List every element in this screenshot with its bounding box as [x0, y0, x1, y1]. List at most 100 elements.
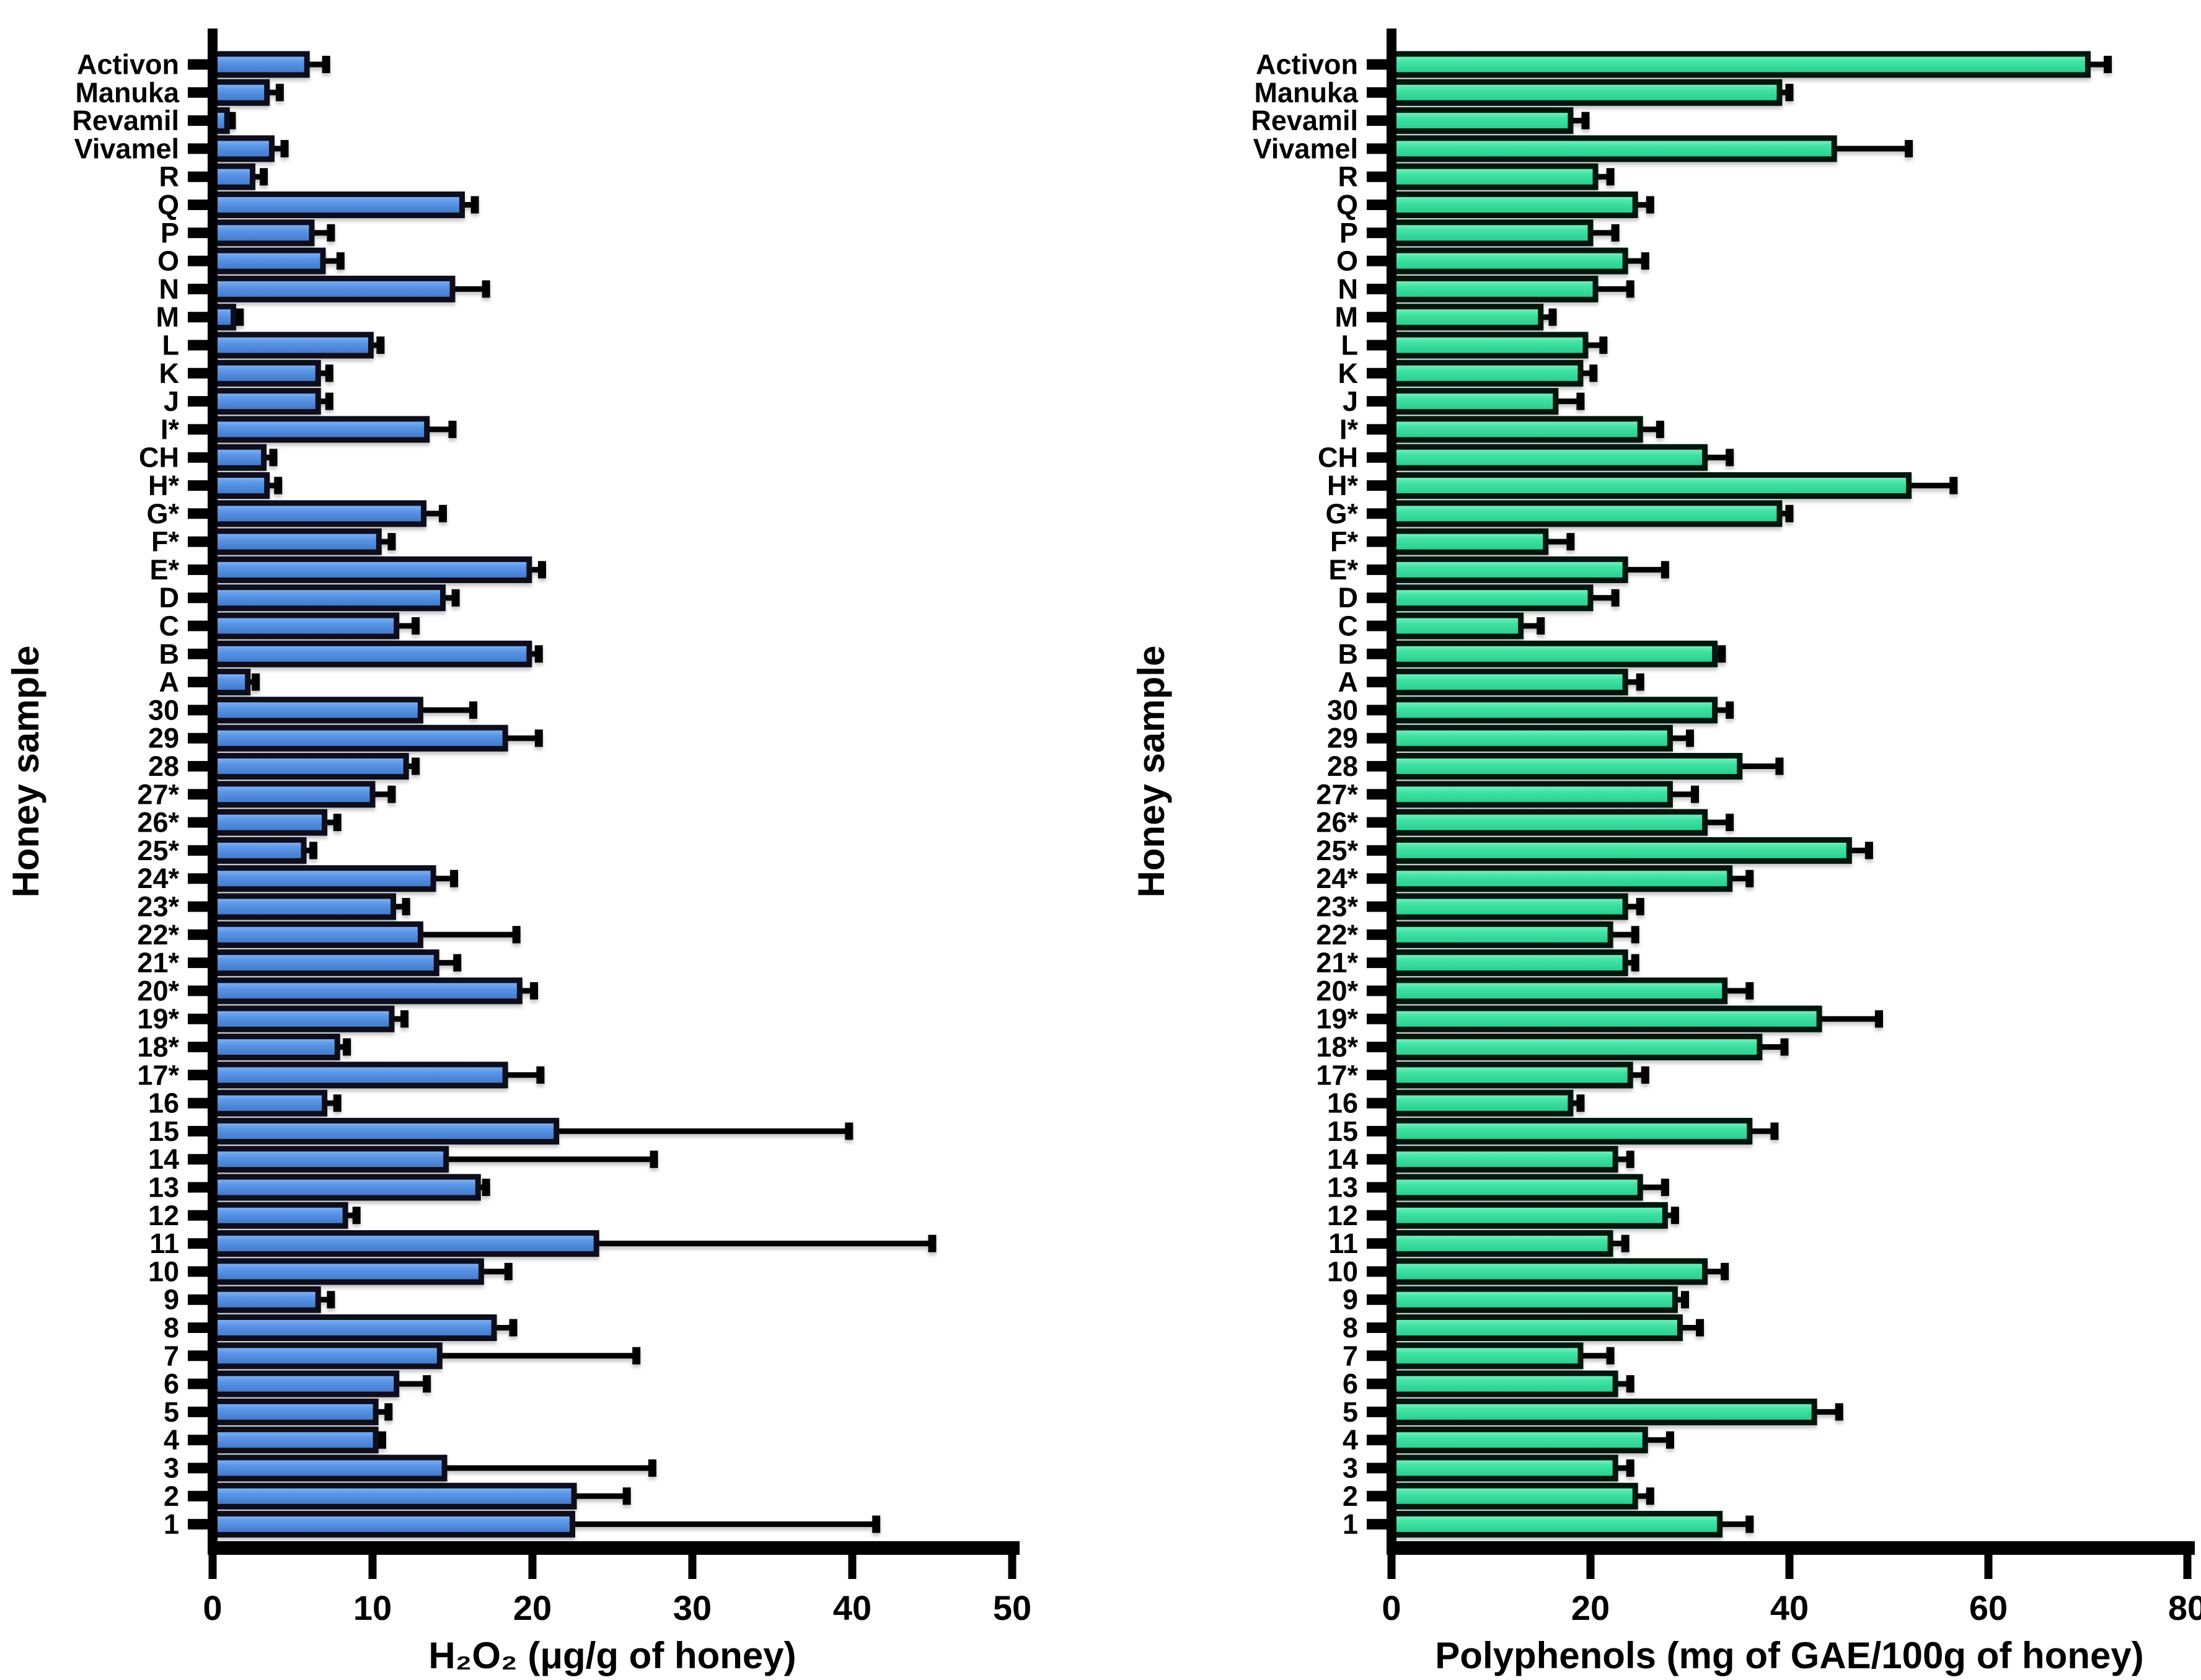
bar: [1388, 1117, 1753, 1145]
category-label: 27*: [1316, 778, 1358, 810]
category-label: 27*: [137, 778, 179, 810]
category-label: Vivamel: [74, 133, 179, 164]
bar: [1388, 359, 1584, 387]
category-label: N: [159, 273, 180, 305]
category-label: 5: [164, 1396, 179, 1428]
category-label: 29: [1327, 723, 1358, 754]
category-label: 24*: [1316, 863, 1358, 894]
bar: [1388, 135, 1837, 162]
bar: [1388, 1202, 1668, 1229]
category-label: 10: [148, 1256, 179, 1287]
category-label: 14: [1327, 1143, 1358, 1175]
bar: [210, 753, 409, 780]
category-axis: ActivonManukaRevamilVivamelRQPONMLKJI*CH…: [1251, 49, 1388, 1540]
x-axis-title: Polyphenols (mg of GAE/100g of honey): [1435, 1635, 2143, 1676]
category-label: I*: [161, 413, 180, 445]
bar: [210, 1005, 395, 1032]
category-label: 1: [164, 1508, 179, 1540]
category-label: P: [161, 217, 179, 248]
x-tick-label: 80: [2168, 1588, 2201, 1627]
bar: [1388, 921, 1613, 948]
category-label: 28: [148, 750, 179, 782]
bar: [1388, 640, 1718, 667]
bar: [210, 1089, 328, 1117]
x-axis-ticks: 0 10 20 30 40 50: [203, 1555, 1031, 1627]
bar: [210, 332, 374, 359]
bar: [1388, 163, 1599, 190]
bar: [210, 219, 315, 247]
bar: [210, 1511, 575, 1538]
bar: [1388, 1286, 1678, 1313]
category-label: 4: [1343, 1424, 1358, 1456]
category-label: 30: [1327, 694, 1358, 726]
bar: [210, 163, 255, 190]
category-label: 2: [164, 1480, 179, 1512]
bar: [1388, 1398, 1817, 1425]
x-tick-label: 20: [513, 1588, 552, 1627]
bar: [1388, 1146, 1618, 1173]
x-tick-label: 60: [1969, 1588, 2008, 1627]
bar: [1388, 1089, 1574, 1117]
category-label: K: [1338, 358, 1359, 389]
category-label: 23*: [137, 891, 179, 923]
category-label: 12: [1327, 1200, 1358, 1231]
x-tick-label: 40: [833, 1588, 871, 1627]
category-label: 10: [1327, 1256, 1358, 1287]
category-label: A: [1338, 666, 1359, 698]
bar: [1388, 1370, 1618, 1397]
bar: [1388, 51, 2091, 78]
category-label: 14: [148, 1143, 179, 1175]
category-label: 19*: [137, 1003, 179, 1035]
category-label: 17*: [1316, 1059, 1358, 1091]
bar: [210, 781, 376, 808]
bar: [1388, 388, 1559, 415]
category-label: 13: [148, 1172, 179, 1203]
bar: [1388, 1174, 1643, 1201]
category-label: E*: [149, 554, 179, 586]
category-label: 13: [1327, 1172, 1358, 1203]
bar: [1388, 191, 1638, 218]
bar: [1388, 1062, 1633, 1089]
x-tick-label: 40: [1770, 1588, 1809, 1627]
x-tick-label: 30: [673, 1588, 712, 1627]
bar: [1388, 107, 1574, 134]
bar: [1388, 79, 1783, 106]
category-label: 28: [1327, 750, 1358, 782]
category-label: 29: [148, 723, 179, 754]
x-tick-label: 50: [993, 1588, 1031, 1627]
bar: [1388, 697, 1718, 724]
category-label: 18*: [137, 1031, 179, 1063]
bar: [210, 51, 310, 78]
category-label: 21*: [1316, 947, 1358, 979]
category-label: 26*: [1316, 807, 1358, 838]
category-label: 15: [1327, 1115, 1358, 1147]
x-axis-title: H₂O₂ (μg/g of honey): [428, 1635, 796, 1676]
category-label: C: [1338, 610, 1359, 642]
category-label: 1: [1343, 1508, 1358, 1540]
category-label: Activon: [77, 49, 179, 81]
bar: [1388, 556, 1628, 583]
bar: [210, 1454, 448, 1482]
bar: [1388, 865, 1733, 892]
bar: [210, 1427, 379, 1454]
bar: [1388, 669, 1628, 696]
bar: [210, 977, 523, 1005]
bar: [210, 1062, 508, 1089]
category-label: 6: [164, 1368, 179, 1400]
category-label: L: [1341, 330, 1359, 361]
category-label: 17*: [137, 1059, 179, 1091]
bar: [1388, 781, 1673, 808]
bar: [210, 724, 508, 752]
bar: [1388, 1005, 1822, 1032]
bars-group: [1388, 51, 2112, 1538]
category-label: CH: [1318, 442, 1358, 473]
category-label: Manuka: [1254, 77, 1359, 108]
bar: [1388, 1258, 1708, 1285]
category-label: 11: [149, 1228, 179, 1259]
category-label: D: [1338, 582, 1359, 614]
category-label: Q: [1336, 189, 1358, 221]
bar: [210, 556, 532, 583]
bar: [210, 1174, 481, 1201]
category-label: J: [164, 385, 179, 417]
bar: [210, 1482, 577, 1510]
